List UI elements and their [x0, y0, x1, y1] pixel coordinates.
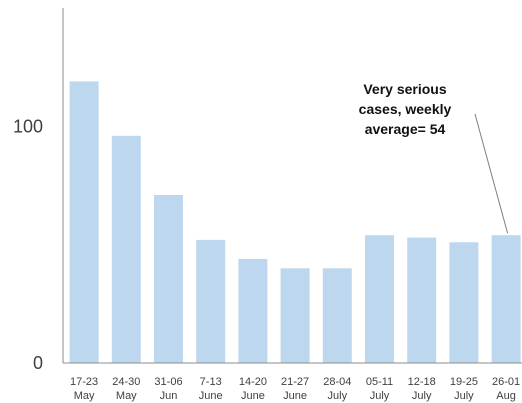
x-tick-label-line: July: [412, 390, 432, 402]
annotation-text: Very serious cases, weekly average= 54: [359, 81, 452, 137]
x-tick-label-line: May: [74, 390, 95, 402]
annotation-line-2: average= 54: [365, 121, 446, 137]
x-tick-label-line: 17-23: [70, 376, 98, 388]
x-tick-label-line: 21-27: [281, 376, 309, 388]
x-tick-label-line: 12-18: [408, 376, 436, 388]
bar-7: [365, 235, 394, 363]
bar-9: [449, 242, 479, 363]
bar-0: [69, 81, 99, 364]
x-tick-label-7: 05-11 July: [366, 376, 393, 402]
x-tick-label-line: July: [328, 390, 348, 402]
x-tick-label-line: 24-30: [112, 376, 140, 388]
bar-3: [196, 239, 226, 363]
x-tick-label-6: 28-04 July: [323, 376, 351, 402]
annotation: Very serious cases, weekly average= 54: [359, 81, 509, 234]
y-tick-labels: 0 100: [13, 116, 43, 373]
y-tick-label-0: 0: [33, 353, 43, 373]
x-tick-label-9: 19-25 July: [450, 376, 478, 402]
bar-10: [491, 235, 521, 363]
x-tick-label-0: 17-23 May: [70, 376, 98, 402]
x-tick-label-line: 19-25: [450, 376, 478, 388]
x-tick-label-line: 05-11: [366, 376, 393, 388]
bar-8: [407, 237, 437, 363]
x-tick-label-line: Jun: [160, 390, 178, 402]
annotation-line-1: cases, weekly: [359, 101, 452, 117]
x-tick-label-line: June: [199, 390, 223, 402]
x-tick-label-3: 7-13 June: [199, 376, 223, 402]
x-tick-labels: 17-23 May 24-30 May 31-06 Jun 7-13 June 14-20 Jun…: [70, 376, 520, 402]
x-tick-label-1: 24-30 May: [112, 376, 140, 402]
x-tick-label-line: 14-20: [239, 376, 267, 388]
x-tick-label-line: June: [283, 390, 307, 402]
bar-6: [322, 268, 352, 363]
bar-2: [154, 195, 183, 363]
annotation-line-0: Very serious: [363, 81, 446, 97]
x-tick-label-line: Aug: [496, 390, 516, 402]
x-tick-label-line: 31-06: [154, 376, 182, 388]
x-tick-label-8: 12-18 July: [408, 376, 436, 402]
x-tick-label-5: 21-27 June: [281, 376, 309, 402]
x-tick-label-line: July: [454, 390, 474, 402]
x-tick-label-line: June: [241, 390, 265, 402]
x-tick-label-10: 26-01 Aug: [492, 376, 520, 402]
x-tick-label-4: 14-20 June: [239, 376, 267, 402]
bars-group: [69, 81, 521, 364]
annotation-leader-line: [474, 113, 509, 234]
x-tick-label-line: July: [370, 390, 390, 402]
bar-1: [111, 135, 141, 363]
y-tick-label-100: 100: [13, 116, 43, 136]
x-tick-label-line: 26-01: [492, 376, 520, 388]
x-tick-label-line: May: [116, 390, 137, 402]
x-tick-label-2: 31-06 Jun: [154, 376, 182, 402]
x-tick-label-line: 28-04: [323, 376, 351, 388]
bar-4: [238, 258, 268, 363]
x-tick-label-line: 7-13: [200, 376, 222, 388]
bar-5: [280, 268, 310, 363]
